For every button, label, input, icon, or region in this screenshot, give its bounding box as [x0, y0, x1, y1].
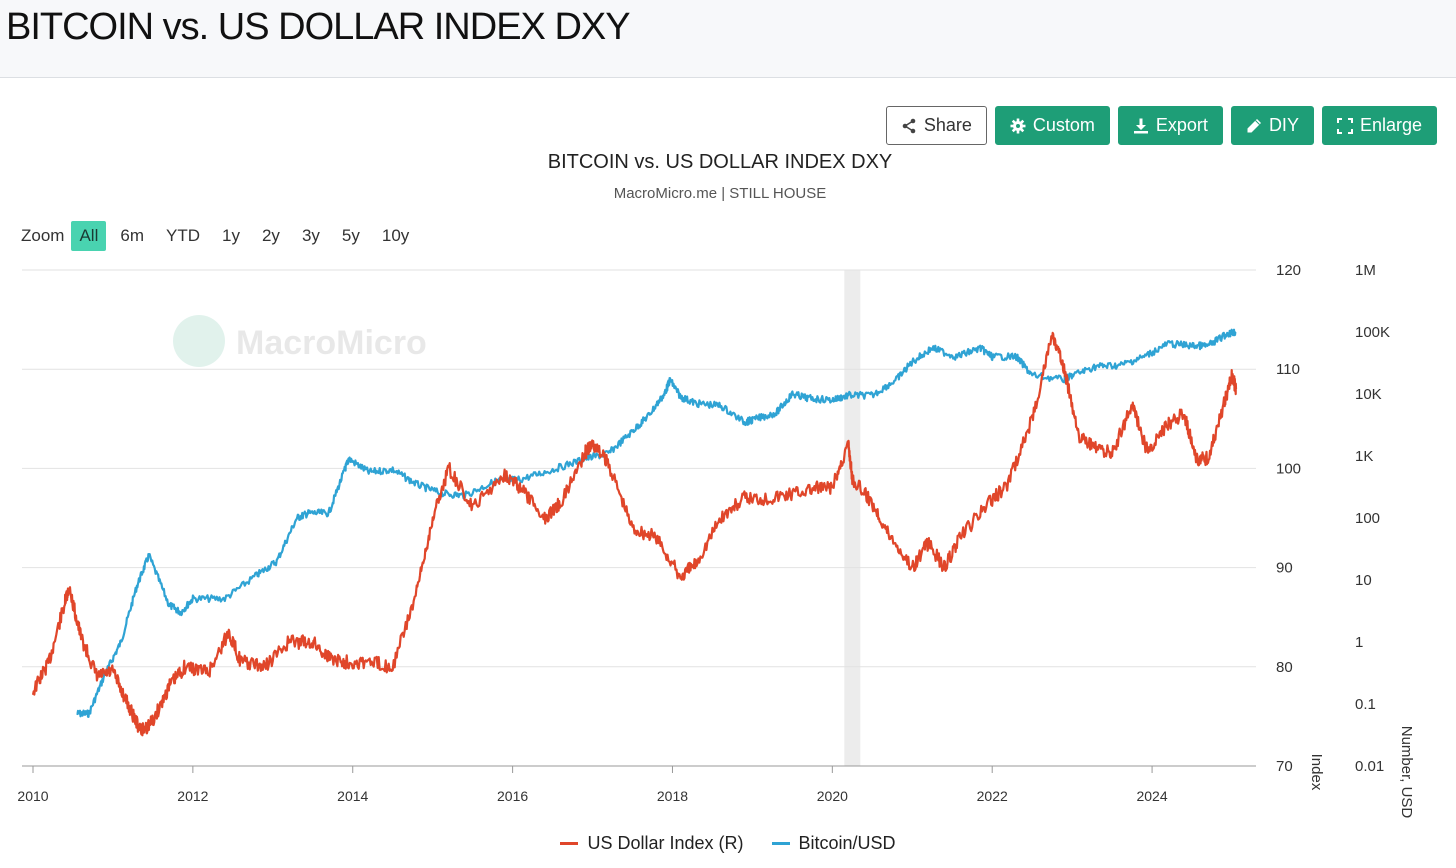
x-axis-tick-label: 2018: [657, 788, 688, 804]
y-axis-usd-tick-label: 1: [1355, 634, 1363, 651]
custom-button[interactable]: Custom: [994, 106, 1110, 145]
zoom-ytd-button[interactable]: YTD: [166, 226, 200, 245]
x-axis-tick-label: 2022: [977, 788, 1008, 804]
zoom-6m-button[interactable]: 6m: [120, 226, 144, 245]
legend-label-btc: Bitcoin/USD: [798, 833, 896, 853]
y-axis-usd-tick-label: 1M: [1355, 262, 1376, 279]
x-axis-tick-label: 2014: [337, 788, 368, 804]
page-title: BITCOIN vs. US DOLLAR INDEX DXY: [6, 6, 631, 48]
zoom-bar: Zoom All 6m YTD 1y 2y 3y 5y 10y: [21, 221, 423, 251]
page-header: BITCOIN vs. US DOLLAR INDEX DXY: [0, 0, 1456, 78]
zoom-3y-button[interactable]: 3y: [301, 226, 320, 245]
x-axis-tick-label: 2012: [177, 788, 208, 804]
y-axis-usd-tick-label: 0.01: [1355, 758, 1384, 775]
zoom-all-button[interactable]: All: [71, 221, 107, 251]
y-axis-index-tick-label: 70: [1276, 758, 1293, 775]
y-axis-usd-tick-label: 100K: [1355, 324, 1390, 341]
legend-item-dxy[interactable]: US Dollar Index (R): [560, 833, 744, 854]
share-button[interactable]: Share: [885, 106, 987, 145]
chart-subtitle: MacroMicro.me | STILL HOUSE: [613, 185, 827, 202]
y-axis-index-tick-label: 90: [1276, 560, 1293, 577]
y-axis-usd-tick-label: 100: [1355, 510, 1380, 527]
x-axis-tick-label: 2024: [1136, 788, 1167, 804]
legend-swatch-dxy: [560, 842, 579, 845]
legend-swatch-btc: [771, 842, 790, 845]
y-axis-index-tick-label: 120: [1276, 262, 1301, 279]
custom-label: Custom: [1032, 115, 1095, 135]
enlarge-label: Enlarge: [1359, 115, 1422, 135]
y-axis-usd-tick-label: 10K: [1355, 386, 1382, 403]
legend-item-btc[interactable]: Bitcoin/USD: [771, 833, 896, 854]
x-axis-tick-label: 2016: [497, 788, 528, 804]
share-label: Share: [923, 115, 972, 135]
y-axis-usd-tick-label: 1K: [1355, 448, 1373, 465]
export-button[interactable]: Export: [1117, 106, 1223, 145]
y-axis-usd-title: Number, USD: [1398, 726, 1415, 819]
download-icon: [1133, 118, 1149, 134]
legend-label-dxy: US Dollar Index (R): [587, 833, 744, 853]
recession-band: [844, 270, 861, 766]
gear-icon: [1010, 118, 1026, 134]
y-axis-index-tick-label: 80: [1276, 659, 1293, 676]
chart-legend: US Dollar Index (R) Bitcoin/USD: [0, 833, 1456, 854]
zoom-2y-button[interactable]: 2y: [261, 226, 280, 245]
expand-icon: [1336, 117, 1353, 134]
chart-title: BITCOIN vs. US DOLLAR INDEX DXY: [547, 151, 893, 173]
chart-toolbar: Share Custom Export DIY Enlarge: [885, 106, 1437, 145]
enlarge-button[interactable]: Enlarge: [1321, 106, 1437, 145]
zoom-1y-button[interactable]: 1y: [222, 226, 240, 245]
pencil-icon: [1246, 118, 1262, 134]
diy-label: DIY: [1268, 115, 1299, 135]
share-icon: [901, 118, 917, 134]
watermark: MacroMicro: [173, 315, 427, 367]
x-axis-tick-label: 2020: [817, 788, 848, 804]
series-line-bitcoin: [76, 328, 1237, 718]
y-axis-usd-tick-label: 10: [1355, 572, 1372, 589]
series-line-dxy: [31, 331, 1238, 737]
y-axis-index-tick-label: 110: [1276, 361, 1300, 378]
diy-button[interactable]: DIY: [1230, 106, 1314, 145]
y-axis-usd-tick-label: 0.1: [1355, 696, 1376, 713]
zoom-5y-button[interactable]: 5y: [341, 226, 360, 245]
export-label: Export: [1155, 115, 1208, 135]
zoom-10y-button[interactable]: 10y: [381, 226, 410, 245]
zoom-label: Zoom: [21, 226, 65, 245]
chart-plot[interactable]: 120 110 100 90 80 70 1M 100K 10K 1K 100 10 1 0.1 0.01 I…: [0, 255, 1456, 820]
y-axis-index-title: Index: [1308, 754, 1325, 791]
x-axis-tick-label: 2010: [17, 788, 48, 804]
y-axis-index-tick-label: 100: [1276, 460, 1301, 477]
watermark-text: MacroMicro: [236, 324, 427, 362]
